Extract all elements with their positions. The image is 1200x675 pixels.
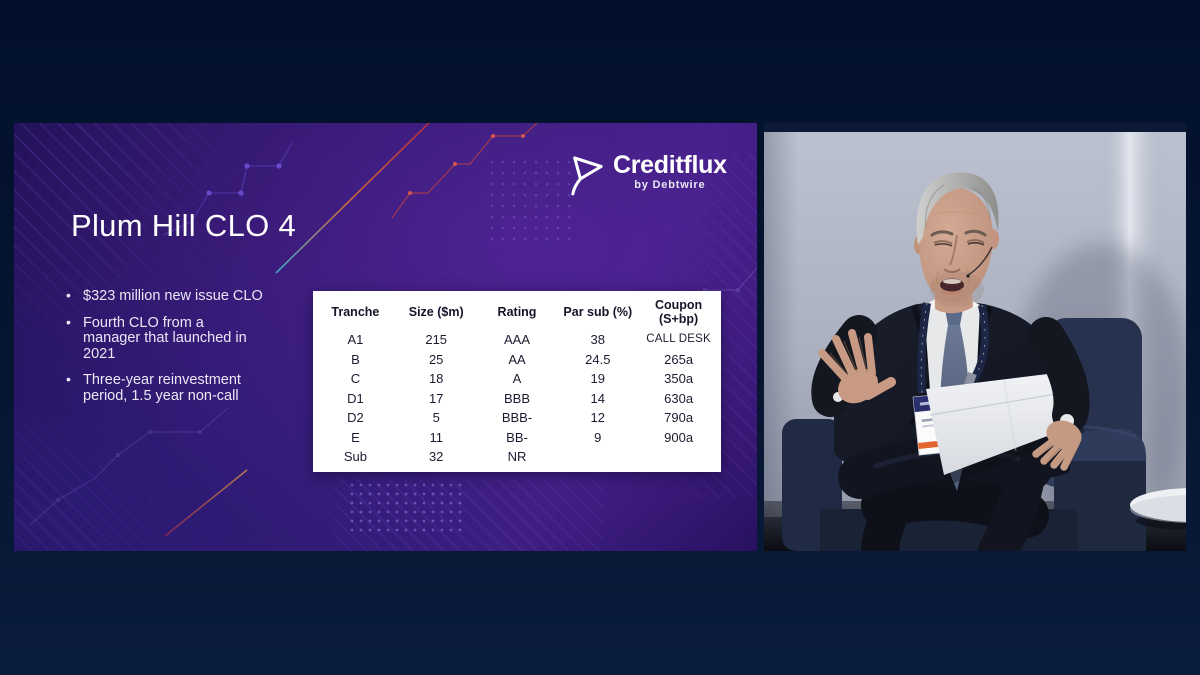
headset-mic-wire	[967, 246, 993, 276]
speaker-legs	[838, 436, 1052, 551]
video-panel	[764, 123, 1186, 551]
speaker-right-arm	[811, 315, 896, 417]
diagonal-gradient-line	[275, 123, 431, 274]
bullet-line: manager that launched in	[83, 330, 247, 346]
speaker-illustration	[764, 123, 1186, 551]
cell-coupon: CALL DESK	[646, 333, 711, 345]
hatch-decoration-bottom-mid	[334, 479, 604, 551]
cell-tranche: D1	[347, 390, 364, 406]
col-header-par-sub: Par sub (%)	[563, 304, 633, 319]
cell-size: 11	[429, 429, 443, 445]
cell-tranche: C	[350, 371, 361, 386]
col-header-coupon: Coupon (S+bp)	[654, 297, 703, 326]
cell-tranche: A1	[347, 332, 364, 347]
cell-tranche: E	[351, 429, 360, 445]
cell-size: 17	[428, 390, 444, 406]
bullet-list: • $323 million new issue CLO • Fourth CL…	[66, 287, 263, 415]
cell-coupon: 265a	[664, 351, 694, 367]
bullet-line: $323 million new issue CLO	[83, 288, 263, 304]
logo-tagline: by Debtwire	[634, 179, 706, 191]
cell-rating: AAA	[503, 332, 530, 347]
cell-par-sub: 24.5	[585, 351, 611, 367]
cell-coupon: 350a	[664, 371, 694, 386]
left-hand	[1032, 420, 1082, 471]
cell-rating: NR	[507, 449, 527, 464]
bullet-item: • Fourth CLO from a manager that launche…	[66, 313, 263, 363]
logo-name: Creditflux	[613, 151, 727, 179]
cell-par-sub: 38	[590, 332, 606, 347]
cell-size: 25	[428, 351, 444, 367]
cell-coupon: 790a	[664, 410, 694, 425]
cell-rating: AA	[508, 351, 526, 367]
cell-size: 5	[432, 410, 440, 425]
bullet-line: Fourth CLO from a	[83, 314, 204, 331]
diagonal-red-line-bottom	[164, 469, 248, 537]
dot-grid-upper	[490, 160, 571, 241]
bullet-dot: •	[66, 313, 71, 330]
cell-par-sub: 9	[594, 429, 602, 445]
bullet-dot: •	[66, 287, 71, 303]
cell-coupon: 630a	[664, 390, 694, 406]
slide-panel: Plum Hill CLO 4 Creditflux by Debtwire •…	[14, 123, 757, 551]
hatch-decoration-bottom-left	[14, 418, 224, 551]
clo-tranche-table: Tranche Size ($m) Rating Par sub (%) Cou…	[313, 291, 721, 472]
video-top-band	[764, 123, 1186, 132]
cell-coupon	[638, 447, 719, 467]
cell-par-sub: 19	[590, 371, 606, 386]
letterbox-bottom	[0, 551, 1200, 675]
lanyard	[917, 302, 990, 394]
cell-size: 18	[428, 371, 444, 386]
cell-tranche: Sub	[343, 449, 367, 464]
creditflux-logo: Creditflux by Debtwire	[570, 152, 727, 196]
cell-size: 32	[428, 449, 444, 464]
bullet-line: period, 1.5 year non-call	[83, 387, 239, 404]
cell-rating: BBB-	[501, 410, 533, 425]
cell-par-sub: 14	[590, 390, 606, 406]
cell-tranche: D2	[347, 410, 364, 425]
col-header-size: Size ($m)	[408, 304, 464, 319]
side-table	[1130, 488, 1186, 530]
right-hand	[818, 329, 896, 404]
cell-tranche: B	[351, 351, 360, 367]
creditflux-logo-icon	[571, 156, 603, 196]
col-header-rating: Rating	[497, 304, 537, 319]
bullet-dot: •	[66, 371, 71, 387]
cell-par-sub	[557, 447, 638, 467]
speaker-head	[914, 172, 999, 314]
dot-grid-lower	[350, 483, 462, 532]
bullet-item: • $323 million new issue CLO	[66, 287, 263, 305]
cell-rating: BB-	[506, 429, 528, 445]
cell-size: 215	[425, 332, 448, 347]
cell-rating: A	[512, 371, 522, 386]
node-path-faint-bottom-left	[29, 407, 229, 526]
cell-rating: BBB	[503, 390, 530, 406]
bullet-item: • Three-year reinvestment period, 1.5 ye…	[66, 371, 263, 404]
speaker-left-arm	[1028, 317, 1090, 471]
bullet-line: Three-year reinvestment	[83, 372, 241, 388]
cell-par-sub: 12	[590, 410, 606, 425]
slide-title: Plum Hill CLO 4	[71, 208, 296, 243]
step-line-decoration	[391, 123, 538, 219]
letterbox-top	[0, 0, 1200, 123]
col-header-tranche: Tranche	[331, 304, 380, 319]
speaker	[811, 172, 1090, 551]
cell-coupon: 900a	[664, 429, 694, 445]
bullet-line: 2021	[83, 345, 116, 362]
